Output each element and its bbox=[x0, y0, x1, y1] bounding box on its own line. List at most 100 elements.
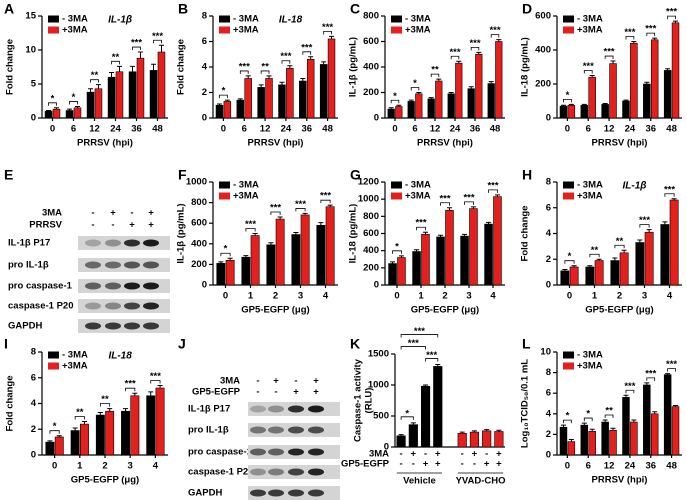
bar bbox=[306, 59, 315, 119]
condition-mark: + bbox=[148, 220, 154, 231]
x-tick-label: 12 bbox=[604, 124, 615, 135]
significance-label: *** bbox=[270, 203, 281, 214]
significance-bracket bbox=[270, 211, 281, 216]
bar bbox=[475, 53, 483, 119]
panel: H 0 2 4 6 8 Fold change 0 * 1 ** 2 ** 3 *** 4 *** GP5-EGF… bbox=[520, 167, 682, 316]
x-tick-label: 2 bbox=[617, 291, 622, 302]
error-bar bbox=[589, 75, 595, 78]
legend-label: +3MA bbox=[233, 25, 259, 36]
legend-swatch bbox=[563, 351, 574, 359]
x-tick-label: 6 bbox=[586, 124, 591, 135]
bar bbox=[588, 76, 596, 119]
gene-label: IL-18 bbox=[279, 15, 303, 26]
error-bar bbox=[321, 61, 327, 65]
y-tick-label: 1500 bbox=[368, 349, 389, 360]
condition-mark: + bbox=[129, 220, 135, 231]
y-tick-label: 6 bbox=[31, 372, 36, 383]
x-axis-label: PRRSV (hpi) bbox=[592, 138, 648, 149]
condition-mark: - bbox=[91, 220, 94, 231]
legend-swatch bbox=[391, 192, 402, 200]
panel-letter: A bbox=[4, 1, 14, 17]
blot-band bbox=[268, 448, 284, 456]
significance-label: *** bbox=[415, 218, 426, 229]
treatment-label: 3MA bbox=[369, 449, 389, 460]
error-bar bbox=[107, 408, 113, 412]
blot-band bbox=[268, 426, 284, 434]
bar bbox=[671, 22, 680, 119]
error-bar bbox=[410, 422, 416, 425]
legend-label: +3MA bbox=[233, 191, 259, 202]
significance-bracket bbox=[470, 46, 480, 51]
error-bar bbox=[216, 103, 222, 106]
bar bbox=[412, 251, 421, 286]
significance-bracket bbox=[639, 224, 650, 228]
bar bbox=[671, 406, 680, 456]
bar bbox=[80, 423, 89, 456]
error-bar bbox=[396, 104, 402, 107]
bar bbox=[569, 266, 579, 286]
y-tick-label: 600 bbox=[535, 11, 551, 22]
error-bar bbox=[423, 384, 429, 387]
bar bbox=[387, 108, 395, 119]
bar bbox=[622, 397, 630, 456]
error-bar bbox=[428, 97, 434, 99]
bar bbox=[130, 395, 140, 456]
significance-bracket bbox=[563, 99, 572, 103]
error-bar bbox=[227, 257, 233, 261]
significance-label: *** bbox=[426, 350, 437, 361]
significance-bracket bbox=[646, 32, 656, 37]
y-tick-label: 2 bbox=[546, 254, 551, 265]
significance-bracket bbox=[430, 73, 440, 78]
bar bbox=[319, 64, 328, 119]
significance-bracket bbox=[99, 403, 111, 407]
legend-label: - 3MA bbox=[405, 180, 431, 191]
error-bar bbox=[74, 105, 80, 108]
significance-bracket bbox=[48, 102, 57, 106]
significance-bracket bbox=[625, 36, 635, 40]
y-tick-label: 2 bbox=[202, 87, 207, 98]
error-bar bbox=[130, 65, 136, 72]
significance-label: ** bbox=[616, 236, 624, 247]
legend-swatch bbox=[391, 15, 402, 23]
x-axis-label: GP5-EGFP (μg) bbox=[585, 305, 653, 316]
condition-mark: + bbox=[313, 387, 319, 398]
blot-band bbox=[124, 282, 140, 290]
significance-label: * bbox=[72, 92, 76, 103]
error-bar bbox=[484, 429, 490, 431]
bar bbox=[257, 87, 265, 119]
significance-label: *** bbox=[666, 359, 677, 370]
bar bbox=[275, 218, 285, 286]
x-tick-label: 4 bbox=[153, 461, 159, 472]
bar bbox=[105, 410, 115, 456]
treatment-mark: + bbox=[484, 459, 490, 470]
blot-band bbox=[85, 239, 101, 247]
bar bbox=[447, 93, 455, 119]
significance-bracket bbox=[488, 189, 498, 193]
significance-label: ** bbox=[605, 405, 613, 416]
x-tick-label: 24 bbox=[625, 461, 636, 472]
y-axis-label: Caspase-1 activity bbox=[353, 358, 364, 442]
y-tick-label: 800 bbox=[191, 197, 207, 208]
blot-band bbox=[85, 322, 101, 330]
bar bbox=[395, 106, 403, 119]
error-bar bbox=[488, 81, 494, 84]
y-tick-label: 400 bbox=[535, 45, 551, 56]
y-tick-label: 400 bbox=[363, 62, 379, 73]
bar bbox=[45, 441, 55, 456]
x-tick-label: 0 bbox=[221, 124, 226, 135]
panel-letter: G bbox=[350, 167, 361, 183]
x-tick-label: 0 bbox=[52, 461, 57, 472]
y-tick-label: 0 bbox=[202, 113, 207, 124]
error-bar bbox=[631, 419, 637, 423]
panel: G 0 200 400 600 800 1000 1200 IL-18 (pg/mL) 0 * 1 **… bbox=[348, 167, 505, 316]
significance-bracket bbox=[614, 244, 625, 249]
error-bar bbox=[237, 98, 243, 101]
legend-label: +3MA bbox=[577, 361, 603, 372]
bar bbox=[580, 424, 589, 456]
bar bbox=[559, 105, 568, 119]
x-tick-label: 24 bbox=[110, 124, 121, 135]
blot-band bbox=[288, 426, 304, 434]
blot-band bbox=[85, 261, 101, 269]
legend-label: +3MA bbox=[577, 25, 603, 36]
